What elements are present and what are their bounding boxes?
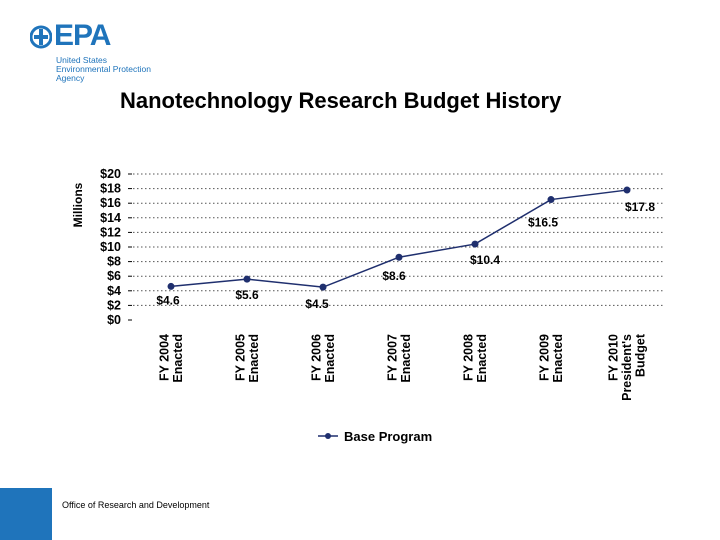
y-tick-label: $18 — [100, 182, 121, 196]
data-point — [623, 186, 631, 194]
data-label: $4.6 — [156, 293, 180, 307]
data-point — [243, 275, 251, 283]
y-tick-label: $2 — [107, 298, 121, 312]
data-label: $4.5 — [305, 297, 329, 311]
y-tick-label: $4 — [107, 284, 121, 298]
logo-wordmark: EPA — [54, 19, 111, 52]
y-tick-label: $14 — [100, 211, 121, 225]
data-point — [395, 253, 403, 261]
x-tick-label: FY 2010President'sBudget — [607, 333, 648, 401]
logo-line: Agency — [56, 73, 85, 83]
y-axis-label: Millions — [71, 182, 85, 227]
x-tick-label: FY 2009Enacted — [537, 334, 565, 383]
data-label: $16.5 — [528, 216, 558, 230]
epa-logo: EPA United States Environmental Protecti… — [30, 19, 170, 83]
data-label: $17.8 — [625, 200, 655, 214]
data-label: $10.4 — [470, 253, 500, 267]
data-label: $8.6 — [382, 269, 406, 283]
x-tick-label: FY 2008Enacted — [461, 334, 489, 383]
epa-flower-icon — [30, 25, 52, 49]
x-tick-label: FY 2004Enacted — [157, 334, 185, 383]
y-tick-label: $6 — [107, 269, 121, 283]
logo-line: United States — [56, 55, 108, 65]
footer-accent-bar — [0, 488, 52, 540]
data-label: $5.6 — [235, 288, 259, 302]
y-tick-label: $12 — [100, 225, 121, 239]
budget-line-chart: $0$2$4$6$8$10$12$14$16$18$20 Millions FY 2… — [71, 167, 665, 444]
footer-text: Office of Research and Development — [62, 500, 210, 510]
y-tick-label: $10 — [100, 240, 121, 254]
chart-title: Nanotechnology Research Budget History — [120, 88, 562, 113]
data-point — [167, 282, 175, 290]
y-tick-label: $8 — [107, 255, 121, 269]
data-point — [319, 283, 327, 291]
y-tick-label: $16 — [100, 196, 121, 210]
x-tick-label: FY 2007Enacted — [385, 334, 413, 383]
legend-label: Base Program — [344, 429, 432, 444]
data-point — [471, 240, 479, 248]
y-tick-label: $20 — [100, 167, 121, 181]
y-tick-label: $0 — [107, 313, 121, 327]
logo-line: Environmental Protection — [56, 64, 151, 74]
data-point — [547, 196, 555, 204]
logo-agency-name: United States Environmental Protection A… — [56, 56, 151, 83]
x-tick-label: FY 2005Enacted — [233, 334, 261, 383]
legend-marker — [325, 433, 331, 439]
x-tick-label: FY 2006Enacted — [309, 334, 337, 383]
